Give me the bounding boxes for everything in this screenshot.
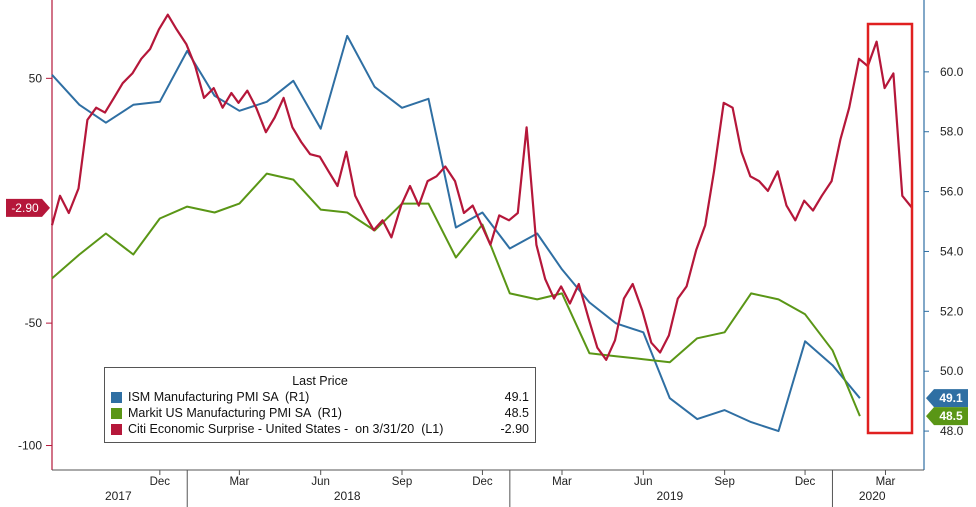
x-month-label: Mar (229, 476, 249, 488)
right-tick-label: 56.0 (940, 185, 964, 199)
legend-label-markit: Markit US Manufacturing PMI SA (R1) (128, 406, 342, 420)
legend-swatch-markit (111, 408, 122, 419)
series-line-0 (51, 34, 861, 433)
x-month-label: Mar (552, 476, 572, 488)
right-tick-label: 60.0 (940, 65, 964, 79)
right-tick-label: 50.0 (940, 364, 964, 378)
last-value-text-1: 48.5 (939, 409, 963, 423)
x-year-label: 2018 (334, 489, 361, 503)
legend-label-citi: Citi Economic Surprise - United States -… (128, 422, 444, 436)
x-month-label: Jun (634, 476, 653, 488)
legend-swatch-citi (111, 424, 122, 435)
x-month-label: Dec (472, 476, 493, 488)
left-tick-label: -100 (18, 439, 42, 453)
legend-value-ism: 49.1 (504, 390, 529, 404)
legend-row-citi: Citi Economic Surprise - United States -… (111, 422, 529, 438)
legend-value-citi: -2.90 (500, 422, 530, 436)
left-tick-label: -50 (25, 316, 43, 330)
x-year-label: 2020 (859, 489, 886, 503)
last-value-tag-1 (926, 407, 968, 426)
last-value-text-2: -2.90 (11, 201, 39, 215)
legend-swatch-ism (111, 392, 122, 403)
legend-label-ism: ISM Manufacturing PMI SA (R1) (128, 390, 310, 404)
left-tick-label: 50 (29, 71, 43, 85)
legend-row-markit: Markit US Manufacturing PMI SA (R1) 48.5 (111, 406, 529, 422)
last-value-text-0: 49.1 (939, 391, 963, 405)
right-tick-label: 54.0 (940, 244, 964, 258)
x-month-label: Dec (150, 476, 171, 488)
last-value-tag-2 (6, 198, 50, 217)
last-value-tag-0 (926, 389, 968, 408)
legend-value-markit: 48.5 (504, 406, 529, 420)
x-month-label: Dec (795, 476, 816, 488)
x-month-label: Sep (392, 476, 412, 488)
x-month-label: Jun (311, 476, 330, 488)
x-year-label: 2017 (105, 489, 132, 503)
right-tick-label: 58.0 (940, 125, 964, 139)
series-line-1 (51, 172, 861, 417)
legend: Last Price ISM Manufacturing PMI SA (R1)… (104, 367, 536, 443)
x-year-label: 2019 (656, 489, 683, 503)
x-month-label: Mar (876, 476, 896, 488)
legend-title: Last Price (292, 374, 348, 388)
legend-row-ism: ISM Manufacturing PMI SA (R1) 49.1 (111, 390, 529, 406)
highlight-box (866, 22, 914, 435)
x-month-label: Sep (714, 476, 734, 488)
right-tick-label: 52.0 (940, 304, 964, 318)
series-line-2 (50, 13, 913, 361)
right-tick-label: 48.0 (940, 424, 964, 438)
